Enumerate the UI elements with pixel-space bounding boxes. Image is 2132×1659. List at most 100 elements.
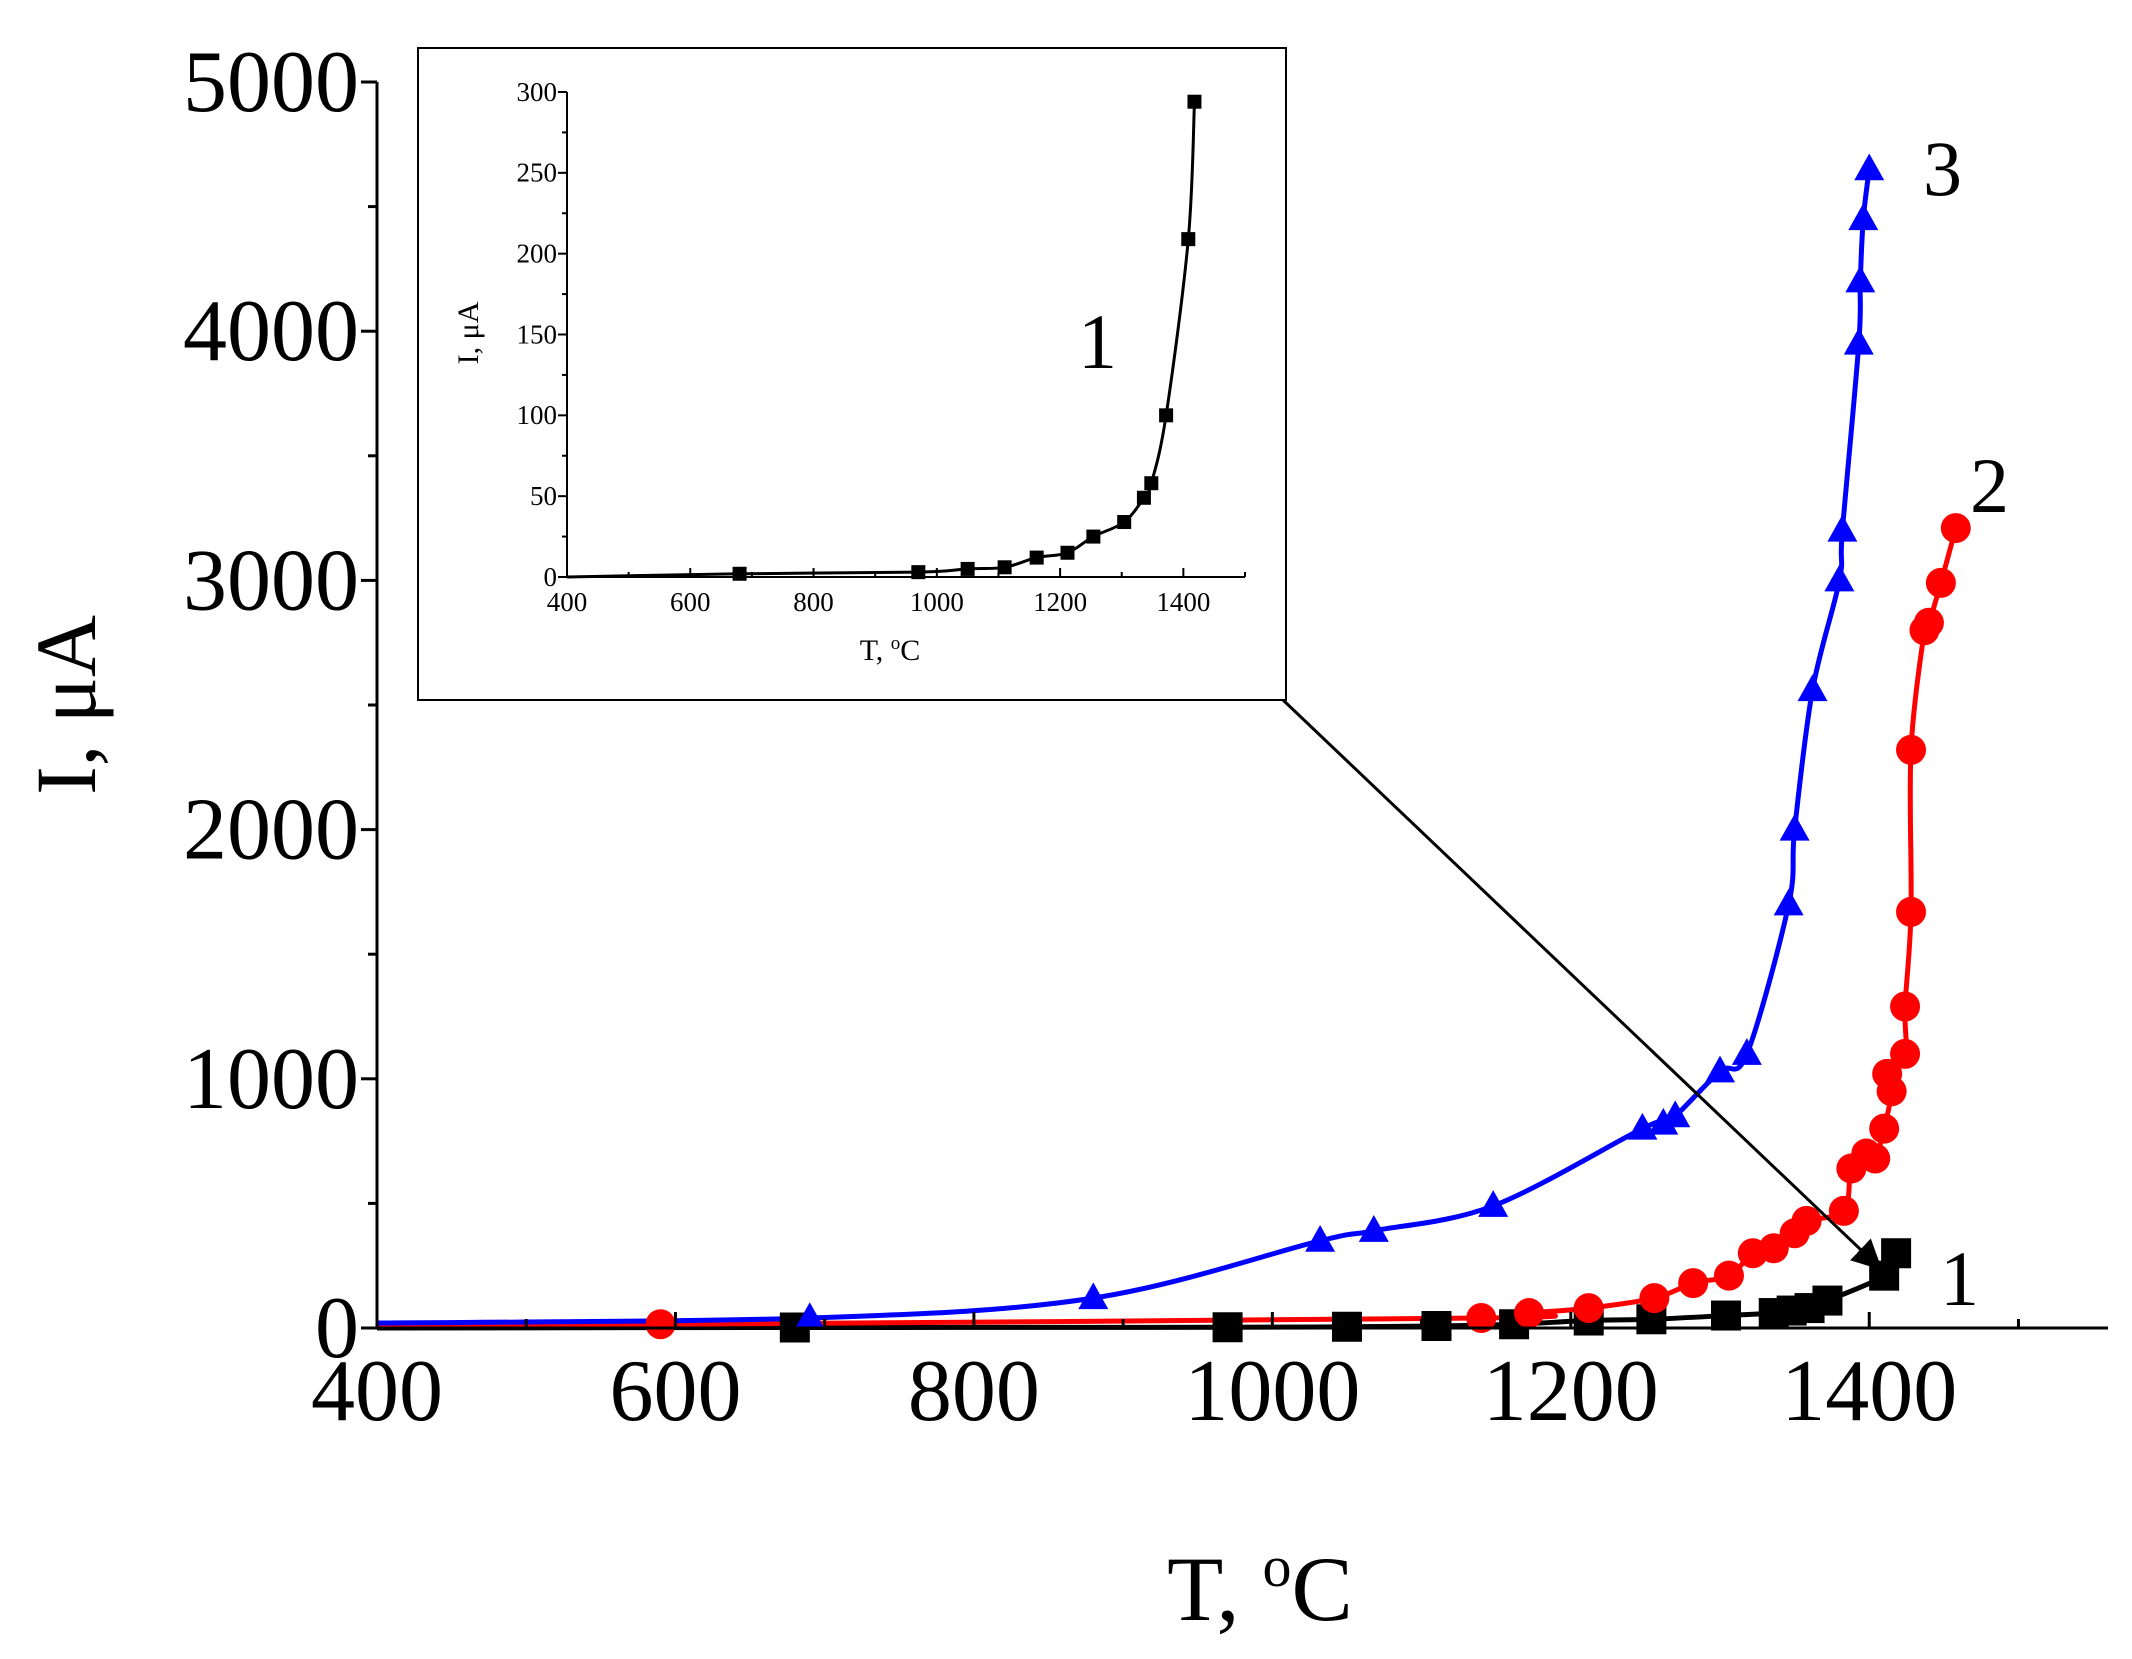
main-series-2-markers: [645, 513, 1971, 1340]
inset-series-1-point: [960, 561, 975, 576]
main-y-tick-label: 0: [315, 1280, 359, 1377]
inset-series-1-point: [1187, 94, 1202, 109]
series-3-label: 3: [1923, 125, 1962, 212]
inset-x-tick-label: 1000: [910, 587, 964, 617]
inset-x-tick-label: 800: [793, 587, 834, 617]
main-y-ticks: 0 1000 2000 3000 4000 5000: [183, 34, 377, 1377]
main-series-2-point: [1573, 1293, 1604, 1324]
main-series-2-point: [1872, 1058, 1903, 1089]
main-y-tick-label: 2000: [183, 782, 359, 879]
main-chart: 400 600 800 1000 1200 1400 010002000300040005…: [18, 34, 2108, 1640]
main-y-axis-title: I, μA: [18, 615, 114, 795]
main-x-tick-label: 1400: [1781, 1343, 1957, 1440]
inset-series-1-point: [1117, 515, 1132, 530]
main-series-3-point: [1660, 1100, 1691, 1128]
inset-x-ticks: 400 600 800 1000 1200 1400: [547, 568, 1246, 617]
main-x-tick-label: 800: [908, 1343, 1040, 1440]
main-series-2-point: [1890, 1038, 1921, 1069]
main-series-1-point: [1881, 1238, 1912, 1269]
main-x-tick-label: 1200: [1483, 1343, 1659, 1440]
inset-series-1-point: [1029, 550, 1044, 565]
inset-y-tick-label: 100: [517, 400, 558, 430]
inset-series-lines: [566, 101, 1196, 579]
series-1-label: 1: [1940, 1235, 1979, 1322]
main-series-3-point: [1827, 514, 1858, 542]
main-x-tick-label: 600: [609, 1343, 741, 1440]
zoom-arrow: [1281, 698, 1883, 1271]
inset-y-ticks: 0 50 100 150 200 250 300: [517, 77, 567, 592]
inset-x-tick-label: 600: [670, 587, 711, 617]
main-series-3-point: [1078, 1282, 1109, 1310]
main-series-2-point: [1890, 991, 1921, 1022]
main-series-1-point: [1812, 1285, 1843, 1316]
main-series-2-point: [1940, 513, 1971, 544]
main-series-3-point: [1705, 1055, 1736, 1083]
main-series-2-point: [1860, 1143, 1891, 1174]
main-series-2-point: [1639, 1283, 1670, 1314]
inset-series-1-point: [911, 565, 926, 580]
main-series-3-point: [1779, 813, 1810, 841]
main-series-1-point: [1710, 1300, 1741, 1331]
main-y-tick-label: 3000: [183, 532, 359, 629]
main-series-3-point: [1358, 1215, 1389, 1242]
inset-x-tick-label: 1400: [1156, 587, 1210, 617]
inset-series-1-point: [1060, 545, 1075, 560]
inset-series-1-line: [566, 101, 1196, 579]
main-series-3-point: [1478, 1190, 1509, 1217]
inset-y-tick-label: 300: [517, 77, 558, 107]
inset-x-tick-label: 1200: [1033, 587, 1087, 617]
inset-series-1-label: 1: [1078, 298, 1117, 385]
main-x-axis-title: T, oC: [1167, 1534, 1353, 1640]
main-series-3-markers: [794, 153, 1885, 1330]
main-series-2-point: [1758, 1233, 1789, 1264]
main-y-tick-label: 5000: [183, 34, 359, 131]
main-series-2-point: [645, 1309, 676, 1340]
main-series-2-point: [1913, 607, 1944, 638]
main-series-3-point: [1854, 153, 1885, 181]
main-series-3-point: [1305, 1225, 1336, 1252]
main-y-tick-label: 4000: [183, 283, 359, 380]
main-series-3-point: [1824, 564, 1855, 592]
main-x-tick-label: 400: [311, 1343, 443, 1440]
inset-y-tick-label: 200: [517, 239, 558, 269]
main-series-3-point: [1848, 203, 1879, 231]
inset-x-tick-label: 400: [547, 587, 588, 617]
inset-y-tick-label: 250: [517, 158, 558, 188]
main-y-tick-label: 1000: [183, 1031, 359, 1128]
main-series-2-point: [1514, 1298, 1545, 1329]
main-series-3-point: [1843, 327, 1874, 355]
main-series-1-point: [1421, 1311, 1452, 1342]
main-series-2-point: [1466, 1303, 1497, 1334]
inset-y-tick-label: 50: [530, 481, 557, 511]
series-2-label: 2: [1970, 442, 2009, 529]
main-series-2-point: [1896, 734, 1927, 765]
inset-y-axis-title: I, μA: [452, 301, 485, 364]
inset-series-1-point: [1136, 490, 1151, 505]
main-x-tick-label: 1000: [1184, 1343, 1360, 1440]
inset-series-1-point: [1159, 408, 1174, 423]
main-series-3-point: [1648, 1107, 1679, 1135]
main-series-2-point: [1713, 1260, 1744, 1291]
main-series-2-point: [1678, 1268, 1709, 1299]
main-series-2-point: [1896, 896, 1927, 927]
inset-series-1-point: [1181, 232, 1196, 247]
inset-chart: 400 600 800 1000 1200 1400 0 50 100 150 200 250 300…: [417, 47, 1287, 701]
main-series-3-point: [1731, 1038, 1762, 1065]
main-series-3-point: [1845, 265, 1876, 293]
inset-series-1-point: [1086, 529, 1101, 544]
inset-series-1-point: [1144, 476, 1159, 491]
inset-series-1-point: [732, 566, 747, 581]
inset-series-1-point: [997, 560, 1012, 575]
inset-y-tick-label: 0: [544, 562, 558, 592]
main-series-3-point: [794, 1302, 825, 1330]
main-x-ticks: 400 600 800 1000 1200 1400: [311, 1312, 2020, 1440]
main-series-2-point: [1791, 1205, 1822, 1236]
main-series-2-point: [1828, 1195, 1859, 1226]
main-series-2-point: [1925, 567, 1956, 598]
main-series-2-point: [1869, 1113, 1900, 1144]
main-series-3-point: [1773, 888, 1804, 916]
inset-x-axis-title: T, oC: [860, 633, 921, 667]
main-series-3-point: [1797, 674, 1828, 702]
